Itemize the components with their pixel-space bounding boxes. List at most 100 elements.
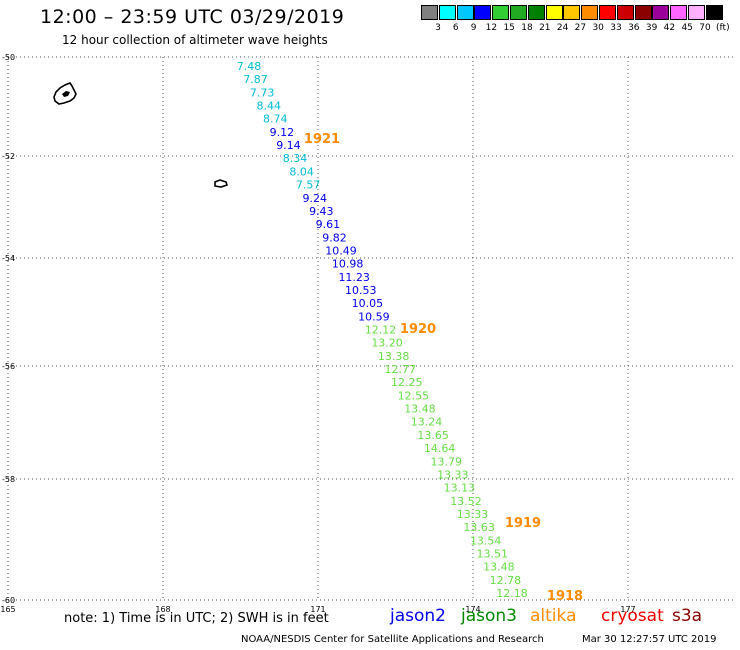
- legend-swatch: [634, 5, 652, 20]
- lon-label: 168: [155, 605, 170, 614]
- pass-label: 1921: [304, 132, 340, 147]
- wave-height-value: 10.98: [332, 258, 364, 271]
- wave-height-value: 12.25: [391, 376, 423, 389]
- legend-swatch: [474, 5, 492, 20]
- legend-unit: (ft): [716, 23, 730, 33]
- lat-label: -58: [2, 475, 15, 484]
- pass-label: 1920: [400, 322, 436, 337]
- island-auckland: [53, 82, 77, 105]
- wave-height-value: 14.64: [424, 442, 456, 455]
- pass-label: 1918: [547, 589, 583, 604]
- legend-label: 24: [556, 23, 569, 33]
- wave-height-value: 7.57: [296, 179, 321, 192]
- legend-swatch: [421, 5, 438, 20]
- legend-swatch: [438, 5, 456, 20]
- wave-height-value: 9.12: [270, 126, 295, 139]
- legend-label: 30: [592, 23, 604, 33]
- legend-swatch: [652, 5, 670, 20]
- legend-label: 27: [574, 23, 587, 33]
- lat-label: -50: [2, 53, 15, 62]
- wave-height-value: 11.23: [338, 271, 370, 284]
- wave-height-value: 9.43: [309, 205, 334, 218]
- wave-height-value: 13.33: [437, 468, 469, 481]
- pass-labels: 1921 1920 1919 1918: [304, 132, 583, 604]
- wave-height-value: 10.49: [325, 244, 357, 257]
- wave-height-value: 12.55: [398, 389, 430, 402]
- wave-height-value: 13.20: [371, 337, 403, 350]
- legend-swatch: [545, 5, 563, 20]
- lon-label: 165: [0, 605, 15, 614]
- legend-swatch: [616, 5, 634, 20]
- legend-swatch: [670, 5, 688, 20]
- map-subtitle: 12 hour collection of altimeter wave hei…: [62, 33, 328, 47]
- legend-label: 70: [699, 23, 711, 33]
- wave-height-value: 12.77: [384, 363, 416, 376]
- pass-label: 1919: [505, 516, 541, 531]
- wave-height-value: 13.24: [411, 416, 443, 429]
- legend-label: 15: [503, 23, 515, 33]
- mission-altika: altika: [530, 606, 577, 626]
- wave-height-value: 8.44: [256, 100, 281, 113]
- wave-height-value: 10.59: [358, 310, 390, 323]
- wave-height-value: 7.73: [250, 86, 275, 99]
- graticule: [7, 56, 735, 601]
- legend-label: 12: [485, 23, 498, 33]
- wave-height-value: 10.05: [352, 297, 384, 310]
- wave-height-value: 9.82: [322, 231, 347, 244]
- wave-height-value: 13.13: [444, 482, 476, 495]
- lat-label: -54: [2, 254, 15, 263]
- legend-label: 18: [521, 23, 533, 33]
- wave-height-value: 8.74: [263, 113, 288, 126]
- legend-swatch: [563, 5, 581, 20]
- wave-height-value: 13.79: [431, 455, 463, 468]
- mission-cryosat: cryosat: [601, 606, 664, 626]
- legend-swatch: [688, 5, 705, 20]
- wave-height-value: 13.51: [477, 547, 509, 560]
- wave-height-value: 8.04: [289, 165, 314, 178]
- wave-height-value: 13.33: [457, 508, 489, 521]
- wave-height-value: 13.52: [450, 495, 482, 508]
- map-title: 12:00 – 23:59 UTC 03/29/2019: [40, 6, 345, 28]
- lon-label: 174: [465, 605, 480, 614]
- legend-label: 39: [645, 23, 658, 33]
- legend-label: 33: [610, 23, 622, 33]
- legend-swatch: [492, 5, 510, 20]
- wave-height-value: 13.54: [470, 534, 502, 547]
- wave-height-value: 13.65: [417, 429, 449, 442]
- legend-swatch: [705, 5, 723, 20]
- footer-note: note: 1) Time is in UTC; 2) SWH is in fe…: [64, 611, 329, 626]
- islands: [53, 82, 229, 188]
- timestamp: Mar 30 12:27:57 UTC 2019: [582, 634, 717, 645]
- island-campbell: [214, 179, 229, 188]
- legend-label: 42: [663, 23, 676, 33]
- legend-swatch: [456, 5, 474, 20]
- legend-swatch: [581, 5, 599, 20]
- wave-height-value: 12.12: [365, 324, 397, 337]
- legend-label: 3: [435, 23, 441, 33]
- wave-height-value: 10.53: [345, 284, 377, 297]
- wave-height-value: 13.38: [378, 350, 410, 363]
- island-auckland-inner: [62, 91, 70, 97]
- legend-label: 6: [452, 23, 459, 33]
- wave-height-value: 13.48: [404, 403, 436, 416]
- legend-label: 9: [470, 23, 477, 33]
- legend-label: 45: [681, 23, 693, 33]
- legend-swatch: [510, 5, 527, 20]
- mission-s3a: s3a: [672, 606, 703, 626]
- wave-height-value: 8.34: [283, 152, 308, 165]
- wave-height-value: 13.63: [463, 521, 495, 534]
- wave-height-value: 13.48: [483, 561, 515, 574]
- legend-swatch: [599, 5, 616, 20]
- wave-height-value: 12.18: [496, 587, 528, 600]
- mission-jason3: jason3: [461, 606, 517, 626]
- wave-height-value: 9.24: [303, 192, 328, 205]
- wave-height-value: 9.14: [276, 139, 301, 152]
- lat-label: -56: [2, 362, 15, 371]
- wave-height-value: 7.48: [237, 60, 262, 73]
- wave-height-value: 7.87: [243, 73, 268, 86]
- legend-swatch: [527, 5, 545, 20]
- lon-label: 177: [620, 605, 635, 614]
